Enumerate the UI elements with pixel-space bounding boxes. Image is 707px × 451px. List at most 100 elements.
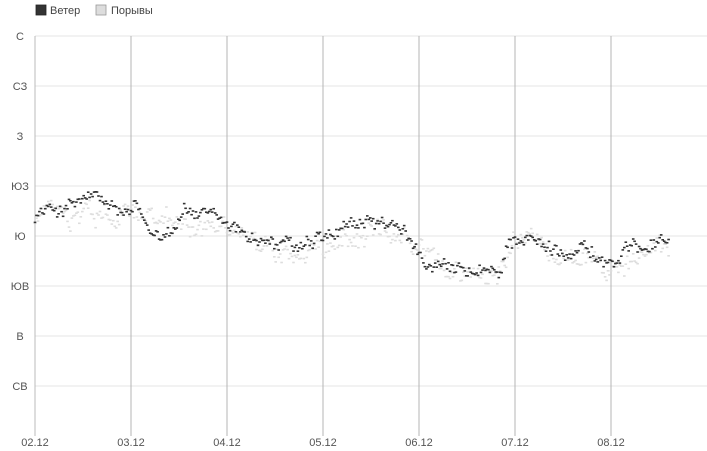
gust-point xyxy=(292,261,295,264)
gust-point xyxy=(652,242,656,244)
gust-point xyxy=(281,249,285,251)
wind-point xyxy=(420,257,424,259)
wind-point xyxy=(534,240,537,242)
gust-point xyxy=(36,220,40,222)
gust-point xyxy=(119,209,122,211)
gust-point xyxy=(549,254,552,256)
wind-point xyxy=(70,202,74,204)
gust-point xyxy=(95,212,99,215)
gust-point xyxy=(171,224,174,227)
gust-point xyxy=(94,226,97,229)
wind-point xyxy=(117,207,121,210)
gust-point xyxy=(441,260,444,262)
wind-point xyxy=(91,195,94,198)
wind-point xyxy=(422,262,425,264)
wind-point xyxy=(637,245,641,248)
y-tick-label: ЮВ xyxy=(11,281,29,293)
wind-point xyxy=(423,265,427,268)
gust-point xyxy=(249,235,252,238)
wind-point xyxy=(525,234,529,237)
wind-point xyxy=(645,248,648,251)
gust-point xyxy=(389,242,393,244)
gust-point xyxy=(535,233,539,236)
wind-point xyxy=(587,251,591,253)
wind-point xyxy=(555,245,558,247)
wind-point xyxy=(408,238,412,240)
gust-point xyxy=(426,247,430,250)
gust-point xyxy=(382,219,385,221)
wind-point xyxy=(190,213,193,216)
y-tick-label: З xyxy=(17,131,24,143)
wind-point xyxy=(85,198,88,200)
wind-point xyxy=(649,239,653,241)
gust-point xyxy=(529,227,533,230)
gust-point xyxy=(166,220,170,222)
gust-point xyxy=(488,269,492,272)
gust-point xyxy=(147,208,150,210)
gust-point xyxy=(376,218,379,221)
gust-point xyxy=(286,248,289,251)
wind-point xyxy=(199,211,202,214)
gust-point xyxy=(380,220,384,223)
gust-point xyxy=(524,242,527,244)
grid xyxy=(34,35,707,436)
wind-point xyxy=(88,196,91,199)
wind-point xyxy=(233,221,236,224)
gust-point xyxy=(33,222,37,225)
wind-point xyxy=(620,255,623,257)
gust-point xyxy=(355,233,359,235)
gust-point xyxy=(125,207,128,210)
wind-point xyxy=(509,238,512,241)
wind-point xyxy=(283,240,286,243)
wind-point xyxy=(125,210,128,213)
gust-point xyxy=(262,245,266,247)
gust-point xyxy=(264,235,267,238)
wind-point xyxy=(66,208,69,210)
gust-point xyxy=(85,203,88,206)
gust-point xyxy=(371,234,375,236)
wind-point xyxy=(414,243,418,245)
gust-point xyxy=(76,211,80,213)
wind-point xyxy=(581,243,585,246)
wind-point xyxy=(416,253,419,256)
wind-point xyxy=(333,238,337,240)
gust-point xyxy=(41,207,44,210)
gust-point xyxy=(321,253,325,256)
gust-point xyxy=(132,216,136,219)
wind-point xyxy=(221,222,224,224)
gust-point xyxy=(91,213,94,216)
wind-point xyxy=(119,211,122,214)
wind-point xyxy=(462,266,465,269)
gust-point xyxy=(478,276,481,279)
gust-point xyxy=(364,238,368,240)
gust-point xyxy=(289,252,292,255)
wind-point xyxy=(574,250,577,252)
wind-point xyxy=(481,269,484,271)
wind-point xyxy=(246,240,249,243)
gust-point xyxy=(615,266,619,268)
wind-point xyxy=(184,207,187,210)
wind-point xyxy=(274,243,277,246)
x-axis-ticks: 02.12 03.12 04.12 05.12 06.12 07.12 08.12 xyxy=(21,437,625,449)
wind-point xyxy=(174,228,177,230)
wind-point xyxy=(348,220,351,223)
wind-point xyxy=(270,236,273,238)
wind-point xyxy=(48,203,52,206)
gust-point xyxy=(487,282,490,285)
wind-point xyxy=(611,260,614,263)
wind-point xyxy=(290,245,294,247)
wind-point xyxy=(521,241,524,244)
wind-point xyxy=(575,251,579,254)
gust-point xyxy=(420,239,424,241)
wind-point xyxy=(230,225,233,228)
gust-point xyxy=(587,256,591,259)
wind-point xyxy=(188,207,192,210)
wind-point xyxy=(157,238,161,240)
wind-point xyxy=(82,194,85,197)
wind-point xyxy=(662,240,666,242)
wind-point xyxy=(255,239,258,242)
wind-point xyxy=(148,232,152,234)
gust-point xyxy=(627,267,630,270)
gust-point xyxy=(81,210,84,213)
gust-point xyxy=(175,216,179,218)
